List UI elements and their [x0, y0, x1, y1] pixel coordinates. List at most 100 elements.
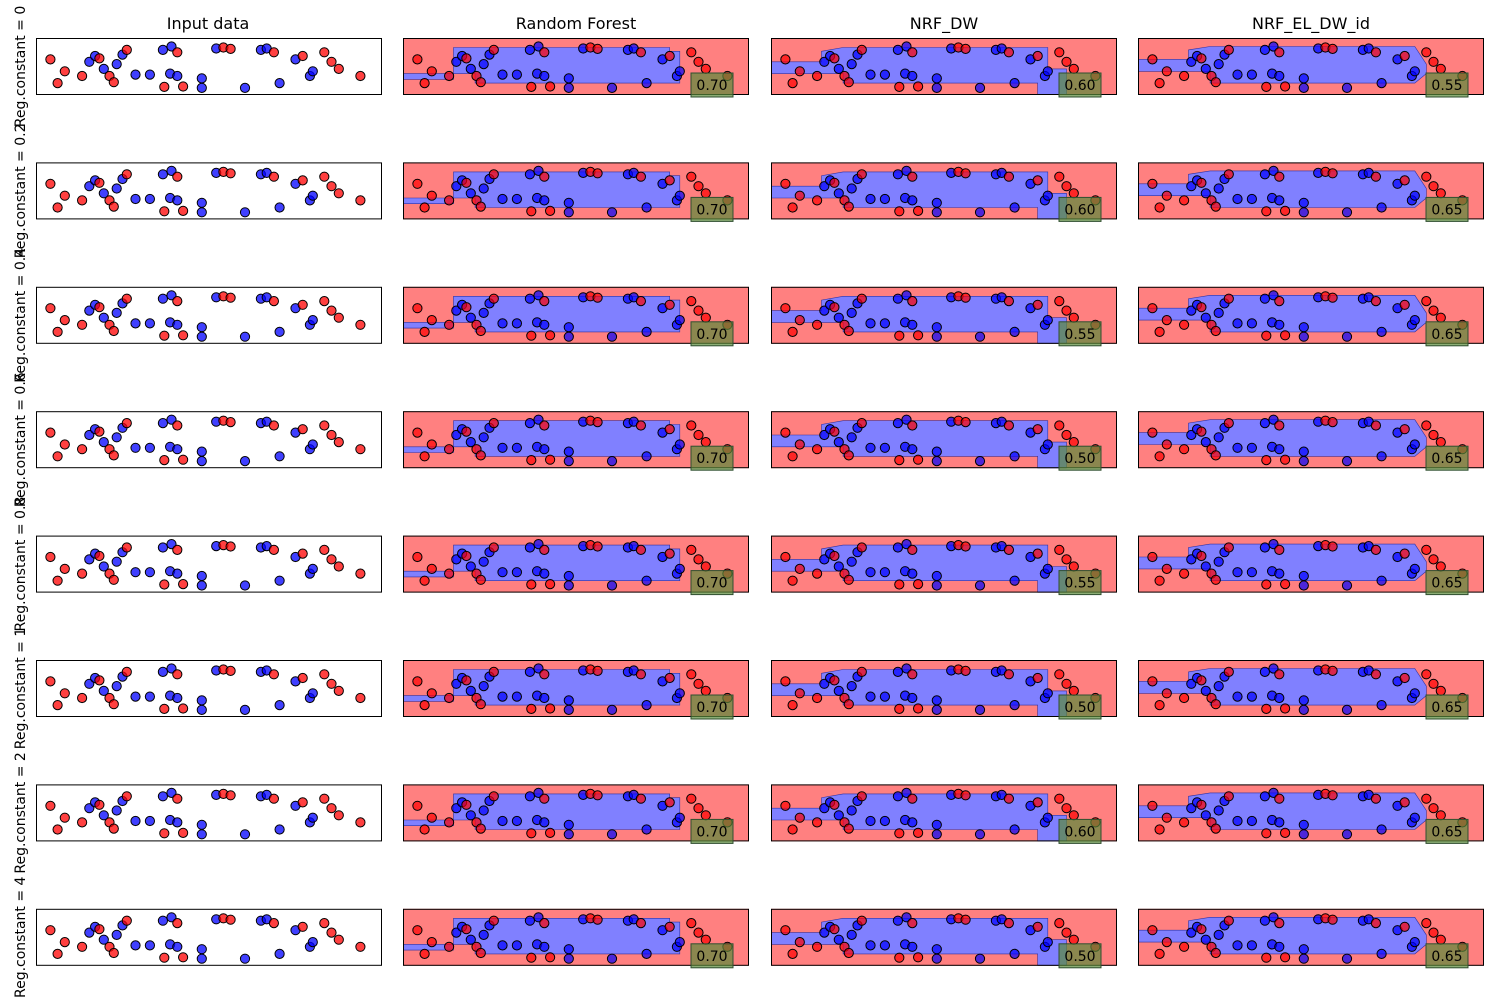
point-class-blue: [563, 322, 574, 333]
point-class-blue: [833, 63, 844, 74]
point-class-blue: [196, 207, 207, 218]
point-class-red: [1179, 692, 1190, 704]
point-class-blue: [1246, 442, 1258, 453]
point-class-red: [1161, 688, 1172, 699]
point-class-blue: [1042, 688, 1053, 699]
point-class-red: [178, 952, 189, 963]
point-class-red: [780, 303, 791, 314]
point-class-red: [108, 77, 119, 88]
score-box: [690, 196, 734, 222]
point-class-red: [856, 169, 867, 180]
score-box: [1425, 196, 1469, 222]
point-class-blue: [196, 704, 207, 716]
point-class-red: [1280, 454, 1291, 465]
point-class-blue: [1009, 326, 1020, 337]
point-class-red: [355, 319, 366, 330]
point-class-blue: [172, 941, 183, 952]
point-class-blue: [172, 319, 183, 330]
point-class-red: [1032, 672, 1043, 684]
point-class-blue: [1298, 944, 1309, 955]
point-class-red: [843, 77, 854, 88]
point-class-red: [178, 703, 189, 714]
point-class-red: [780, 800, 791, 811]
point-class-blue: [1341, 207, 1353, 218]
row-label: Reg.constant = 4: [13, 876, 29, 998]
point-class-red: [539, 793, 550, 804]
point-class-blue: [172, 692, 183, 704]
point-class-blue: [1274, 444, 1285, 455]
point-class-red: [355, 70, 366, 82]
point-class-blue: [307, 563, 318, 574]
point-class-red: [812, 195, 823, 206]
point-class-blue: [111, 681, 122, 692]
point-class-blue: [524, 169, 536, 180]
point-class-blue: [1274, 195, 1285, 206]
point-class-red: [1196, 675, 1207, 686]
point-class-blue: [1246, 691, 1258, 702]
point-class-blue: [497, 940, 508, 951]
point-class-red: [1210, 823, 1221, 834]
point-class-blue: [1259, 169, 1271, 180]
point-class-red: [592, 914, 603, 925]
point-class-blue: [511, 691, 523, 702]
point-class-blue: [539, 692, 550, 704]
point-class-red: [856, 44, 867, 55]
point-class-blue: [1042, 190, 1053, 201]
region-class-blue: [1138, 294, 1427, 333]
point-class-red: [426, 66, 437, 77]
point-class-blue: [931, 331, 942, 342]
point-class-blue: [1042, 812, 1053, 823]
point-class-red: [159, 81, 170, 93]
point-class-red: [829, 675, 840, 686]
axes-frame: [1138, 660, 1484, 717]
point-class-blue: [846, 556, 857, 567]
point-class-blue: [563, 953, 574, 964]
point-class-red: [1210, 699, 1221, 710]
point-class-red: [856, 542, 867, 553]
point-class-red: [700, 312, 711, 323]
input-data-axes: [36, 908, 382, 966]
point-class-red: [526, 828, 537, 839]
subplot-row: Reg.constant = 0 0.70 0.60 0.55: [13, 6, 1484, 127]
point-class-blue: [1009, 78, 1020, 89]
point-class-blue: [833, 561, 844, 572]
point-class-red: [1210, 450, 1221, 461]
point-class-red: [1327, 914, 1338, 925]
point-class-red: [635, 295, 646, 307]
point-class-red: [539, 420, 550, 431]
point-class-red: [419, 451, 430, 462]
point-class-blue: [144, 442, 156, 453]
point-class-red: [1370, 917, 1381, 929]
point-class-red: [121, 418, 132, 429]
point-class-blue: [157, 44, 169, 55]
point-class-blue: [1042, 936, 1053, 948]
point-class-blue: [563, 944, 574, 955]
point-class-red: [178, 827, 189, 839]
axes-frame: [36, 535, 382, 593]
region-class-blue: [1138, 46, 1427, 84]
point-class-blue: [907, 195, 918, 206]
point-class-red: [412, 427, 423, 438]
point-class-red: [475, 77, 486, 88]
point-class-blue: [196, 331, 207, 342]
point-class-blue: [497, 69, 508, 80]
point-class-red: [319, 295, 330, 307]
point-class-red: [700, 685, 711, 696]
point-class-blue: [641, 824, 652, 835]
point-class-blue: [539, 444, 550, 455]
point-class-red: [913, 827, 924, 839]
subplot-row: Reg.constant = 0.8 0.70 0.55 0.65: [13, 497, 1484, 632]
point-class-red: [108, 450, 119, 461]
point-class-red: [94, 177, 105, 188]
point-class-blue: [833, 685, 844, 696]
point-class-blue: [111, 59, 122, 70]
point-class-blue: [974, 704, 986, 716]
point-class-blue: [641, 575, 652, 586]
point-class-red: [812, 692, 823, 704]
point-class-blue: [563, 82, 574, 94]
point-class-blue: [1232, 442, 1243, 453]
decision-boundary-axes: 0.60: [771, 38, 1117, 98]
point-class-red: [268, 544, 279, 555]
decision-boundary-axes: 0.55: [1138, 38, 1484, 98]
point-class-red: [461, 675, 472, 686]
